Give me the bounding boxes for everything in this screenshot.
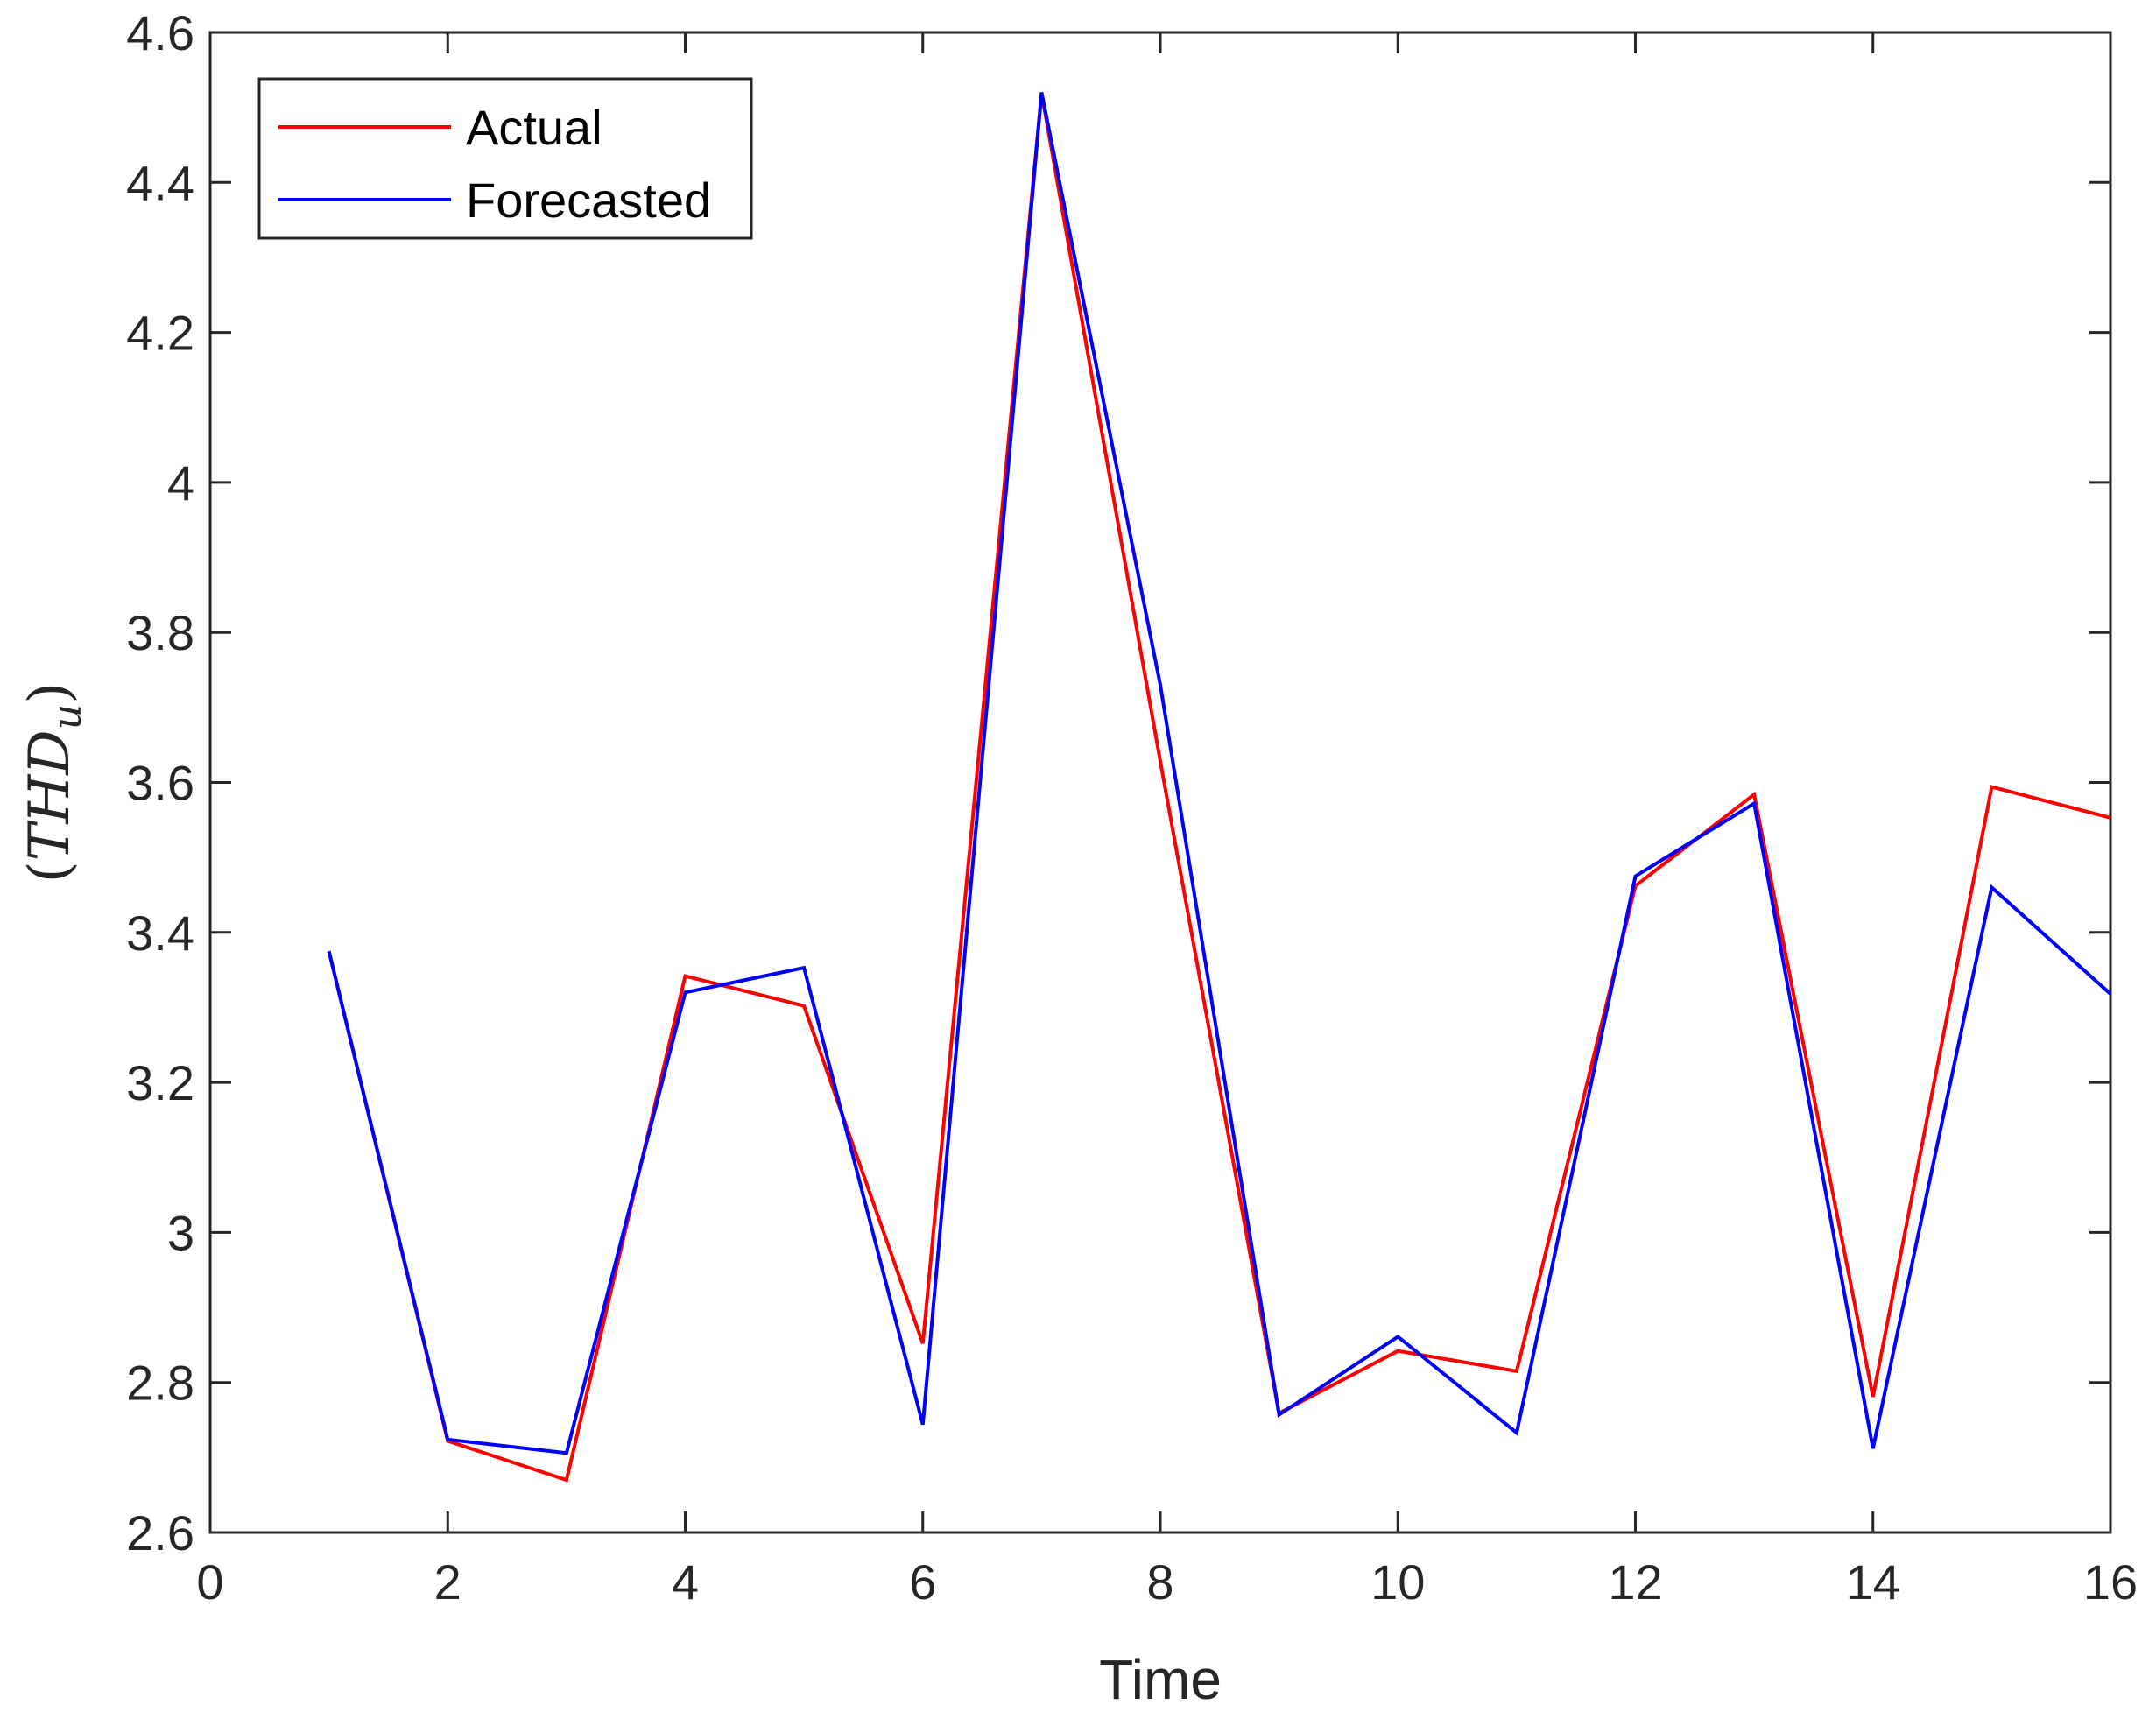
y-tick-label: 2.6 <box>126 1505 194 1561</box>
x-tick-label: 4 <box>672 1554 699 1610</box>
x-tick-label: 6 <box>909 1554 936 1610</box>
y-axis-title: (THDu) <box>18 682 90 883</box>
y-tick-label: 3.2 <box>126 1055 194 1110</box>
y-tick-label: 4 <box>167 455 194 511</box>
x-axis-title: Time <box>1099 1648 1222 1711</box>
series-line-forecasted <box>327 92 2112 1455</box>
y-tick-label: 3.4 <box>126 905 194 961</box>
y-tick-label: 3.6 <box>126 756 194 811</box>
y-tick-label: 3 <box>167 1205 194 1260</box>
x-axis-ticks: 0 2 4 6 8 10 12 14 16 <box>196 32 2138 1610</box>
x-tick-label: 10 <box>1370 1554 1425 1610</box>
legend-box <box>257 77 753 240</box>
x-tick-label: 16 <box>2083 1554 2138 1610</box>
x-tick-label: 14 <box>1846 1554 1900 1610</box>
legend-label-forecasted: Forecasted <box>466 173 711 228</box>
y-tick-label: 3.8 <box>126 605 194 660</box>
y-tick-label: 2.8 <box>126 1356 194 1411</box>
x-tick-label: 12 <box>1608 1554 1662 1610</box>
plot-series <box>327 92 2112 1483</box>
y-tick-label: 4.2 <box>126 306 194 361</box>
legend: Actual Forecasted <box>257 77 753 240</box>
y-axis-title-subscript: u <box>43 704 90 730</box>
x-tick-label: 2 <box>434 1554 461 1610</box>
legend-label-actual: Actual <box>466 100 602 155</box>
y-tick-label: 4.4 <box>126 155 194 210</box>
y-axis-title-main: THD <box>18 729 82 861</box>
y-tick-label: 4.6 <box>126 5 194 60</box>
x-tick-label: 0 <box>196 1554 223 1610</box>
y-axis-ticks: 2.6 2.8 3 3.2 3.4 3.6 3.8 4 4.2 4.4 4.6 <box>126 5 2110 1561</box>
x-tick-label: 8 <box>1146 1554 1173 1610</box>
